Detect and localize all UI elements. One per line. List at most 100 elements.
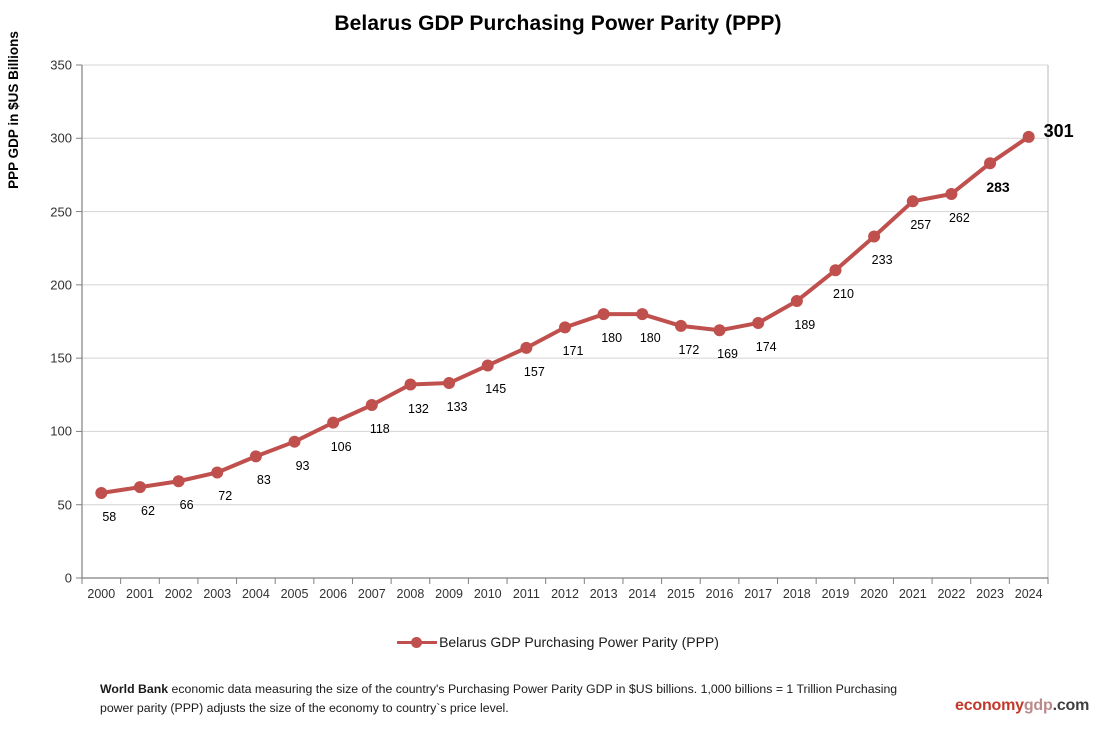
x-tick-label: 2003 xyxy=(203,587,232,601)
x-tick-label: 2012 xyxy=(551,587,579,601)
x-tick-label: 2009 xyxy=(435,587,463,601)
data-label: 174 xyxy=(755,339,777,354)
y-tick-label: 300 xyxy=(50,130,72,146)
x-tick-label: 2023 xyxy=(976,587,1004,601)
series-markers xyxy=(95,130,1035,499)
x-tick-label: 2018 xyxy=(782,587,811,601)
data-label: 180 xyxy=(601,331,623,346)
chart-title: Belarus GDP Purchasing Power Parity (PPP… xyxy=(334,12,782,35)
x-tick-label: 2017 xyxy=(744,587,773,601)
x-tick-label: 2010 xyxy=(473,587,502,601)
footnote-line2: Purchasing power parity (PPP) adjusts th… xyxy=(100,682,898,716)
data-label: 66 xyxy=(179,498,194,513)
x-tick-label: 2000 xyxy=(87,587,116,601)
data-label: 283 xyxy=(986,179,1010,196)
data-label: 106 xyxy=(330,439,352,454)
data-point xyxy=(249,450,262,463)
site-logo[interactable]: economygdp.com xyxy=(955,697,1089,715)
data-label: 58 xyxy=(102,509,117,524)
y-tick-label: 200 xyxy=(50,277,72,293)
data-point xyxy=(95,486,108,499)
data-label: 262 xyxy=(948,210,970,225)
x-tick-label: 2021 xyxy=(898,587,927,601)
x-tick-label: 2007 xyxy=(357,587,386,601)
x-tick-label: 2013 xyxy=(589,587,618,601)
y-tick-label: 350 xyxy=(50,57,72,73)
data-point xyxy=(481,359,494,372)
data-point xyxy=(327,416,340,429)
data-point xyxy=(984,157,997,170)
data-label: 118 xyxy=(369,422,390,437)
data-point xyxy=(752,316,765,329)
data-label: 210 xyxy=(833,287,854,302)
data-label: 180 xyxy=(639,331,661,346)
x-tick-label: 2020 xyxy=(860,587,889,601)
data-point xyxy=(674,319,687,332)
footnote-line1: economic data measuring the size of the … xyxy=(168,682,833,696)
data-label: 169 xyxy=(717,347,738,362)
data-label: 157 xyxy=(523,364,545,379)
x-tick-label: 2022 xyxy=(937,587,966,601)
data-point xyxy=(597,308,610,321)
data-label: 233 xyxy=(871,253,893,268)
data-point xyxy=(1022,130,1035,143)
data-label: 93 xyxy=(295,458,310,473)
x-tick-label: 2001 xyxy=(126,587,154,601)
x-tick-label: 2005 xyxy=(280,587,309,601)
x-tick-label: 2015 xyxy=(667,587,695,601)
y-tick-label: 100 xyxy=(50,423,72,439)
data-label: 257 xyxy=(910,218,932,233)
data-point xyxy=(559,321,571,334)
data-point xyxy=(713,324,726,337)
chart-legend: Belarus GDP Purchasing Power Parity (PPP… xyxy=(0,634,1116,652)
x-tick-marks xyxy=(81,578,1049,584)
x-tick-label: 2019 xyxy=(821,587,850,601)
x-tick-label: 2016 xyxy=(705,587,734,601)
x-tick-label: 2006 xyxy=(319,587,348,601)
y-tick-label: 250 xyxy=(50,204,72,220)
data-point xyxy=(906,195,919,208)
data-label: 301 xyxy=(1043,120,1074,141)
data-label: 83 xyxy=(256,473,271,488)
data-point xyxy=(404,378,417,391)
data-label: 62 xyxy=(141,504,155,519)
data-label: 132 xyxy=(408,401,429,416)
data-point xyxy=(172,475,185,488)
y-tick-label: 150 xyxy=(50,350,72,366)
data-label: 172 xyxy=(678,342,700,357)
footnote: World Bank economic data measuring the s… xyxy=(100,680,930,718)
data-label: 189 xyxy=(794,317,816,332)
legend-marker-icon xyxy=(397,635,438,649)
data-label: 72 xyxy=(218,489,233,504)
data-point xyxy=(829,264,842,277)
x-tick-label: 2004 xyxy=(241,587,270,601)
data-point xyxy=(133,481,146,494)
legend-label: Belarus GDP Purchasing Power Parity (PPP… xyxy=(439,634,719,650)
series-line xyxy=(99,134,1031,495)
data-label: 145 xyxy=(485,382,507,397)
data-point xyxy=(790,294,803,307)
data-point xyxy=(868,230,881,243)
axis-lines xyxy=(81,65,1048,579)
logo-part-gdp: gdp xyxy=(1023,697,1053,714)
data-point xyxy=(443,377,456,390)
data-point xyxy=(520,341,533,354)
data-point xyxy=(945,187,958,200)
logo-part-com: .com xyxy=(1052,697,1090,714)
x-tick-label: 2002 xyxy=(164,587,193,601)
x-tick-label: 2011 xyxy=(512,587,540,601)
y-tick-label: 50 xyxy=(57,497,72,513)
x-tick-label: 2024 xyxy=(1014,587,1043,601)
x-tick-label: 2008 xyxy=(396,587,425,601)
data-label: 133 xyxy=(446,400,468,415)
footnote-lead: World Bank xyxy=(100,682,169,696)
y-tick-label: 0 xyxy=(64,570,72,586)
data-point xyxy=(211,466,224,479)
data-point xyxy=(365,399,378,412)
data-point xyxy=(636,308,649,321)
x-tick-label: 2014 xyxy=(628,587,657,601)
data-label: 171 xyxy=(562,344,584,359)
logo-part-economy: economy xyxy=(955,697,1024,714)
